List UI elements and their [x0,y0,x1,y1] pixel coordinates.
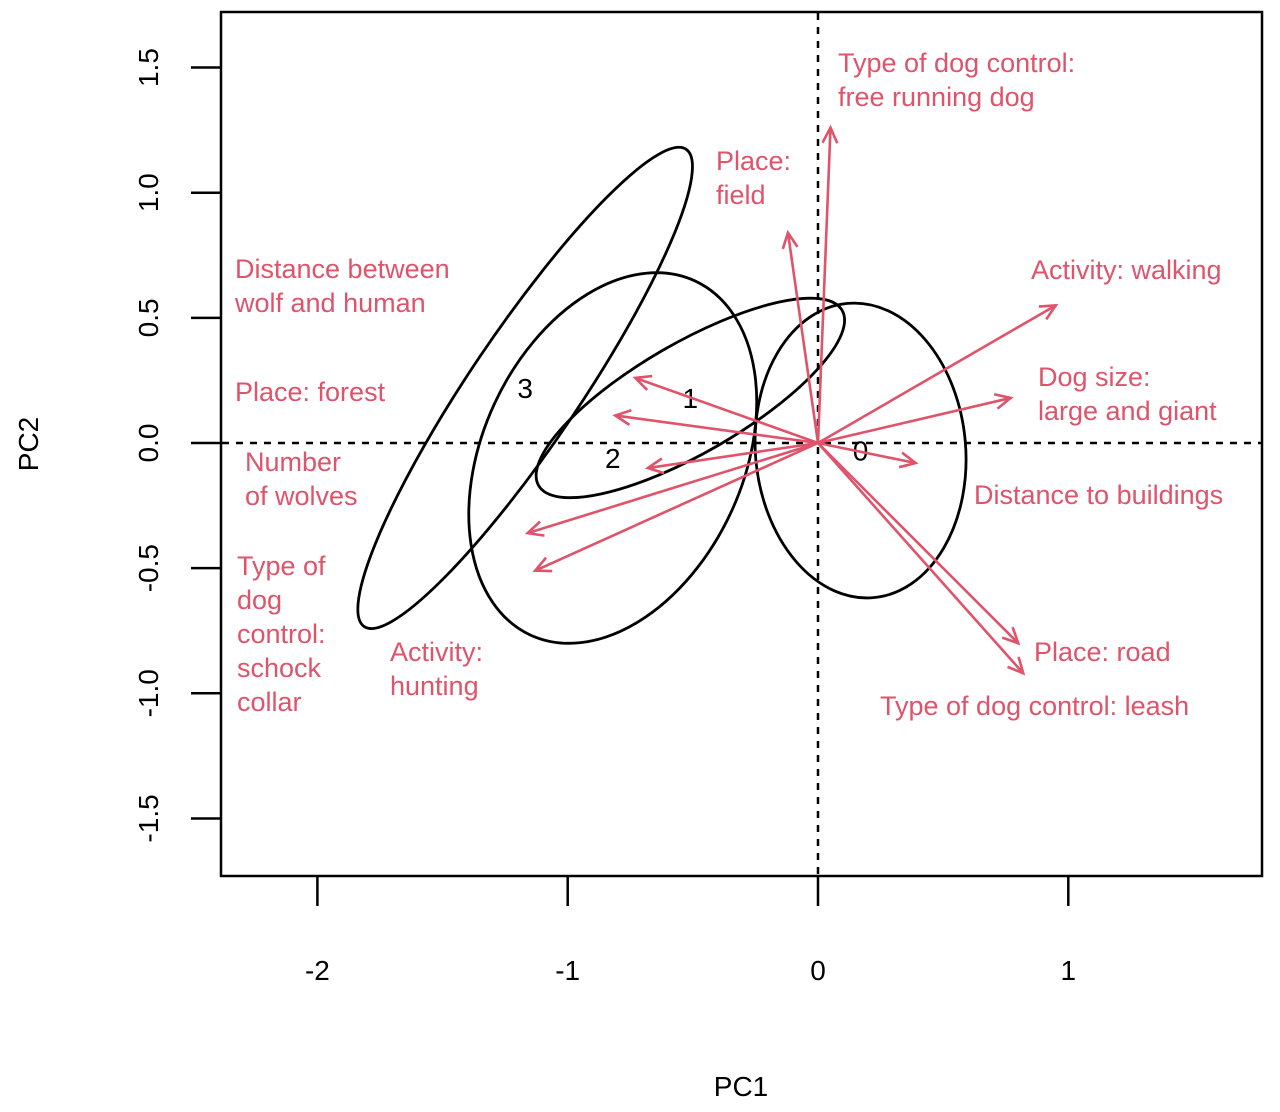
x-tick-label: -1 [555,955,580,986]
loading-label-line: Activity: walking [1031,255,1222,285]
loading-label-line: Distance between [235,254,450,284]
loading-label-line: collar [237,687,302,717]
x-axis-label: PC1 [714,1071,768,1102]
loading-label: Activity: walking [1031,255,1222,285]
y-tick-label: 0.0 [133,424,164,463]
loading-label: Place: field [716,146,791,210]
loading-label-line: Number [245,447,341,477]
group-label-2: 2 [605,443,621,474]
x-tick-label: 1 [1061,955,1077,986]
y-axis-label: PC2 [13,417,44,471]
y-tick-label: 0.5 [133,298,164,337]
loading-label-line: dog [237,585,282,615]
loading-label-line: wolf and human [234,288,426,318]
arrow-head [612,408,632,426]
loading-label-line: Activity: [390,637,483,667]
loading-label-line: large and giant [1038,396,1217,426]
loading-arrow [527,441,819,535]
loading-label: Distance to buildings [974,480,1223,510]
loading-arrow [817,442,1025,675]
loading-label: Type of dog control: leash [880,691,1189,721]
loading-label-line: Place: road [1034,637,1171,667]
group-ellipse-1 [534,296,846,500]
loading-label-line: hunting [390,671,479,701]
arrow-head [898,451,919,469]
y-tick-label: -1.0 [133,669,164,717]
loading-label-line: Dog size: [1038,362,1151,392]
loading-label-line: Distance to buildings [974,480,1223,510]
loading-label: Distance between wolf and human [234,254,450,318]
arrow-head [781,229,799,250]
loading-label-line: Type of dog control: leash [880,691,1189,721]
group-ellipse-3 [356,145,694,630]
arrow-head [1007,656,1026,676]
loading-label: Activity: hunting [390,637,483,701]
loading-arrow [817,441,916,465]
loading-label: Number of wolves [245,447,358,511]
arrow-head [1001,626,1021,646]
loading-label-line: field [716,180,766,210]
x-tick-label: 0 [810,955,826,986]
loading-arrow [647,441,819,470]
loading-arrow [817,304,1057,445]
loading-arrow [817,396,1012,445]
loading-arrow [634,376,819,445]
y-tick-label: 1.0 [133,173,164,212]
arrow-head [1038,303,1059,321]
arrow-head [993,392,1014,410]
loading-label: Type of dog control: free running dog [838,48,1075,112]
group-label-3: 3 [517,373,533,404]
loading-label-line: Type of [237,551,326,581]
arrow-head [644,457,665,475]
loading-label: Place: road [1034,637,1171,667]
loading-label-line: Place: [716,146,791,176]
loading-label-line: free running dog [838,82,1035,112]
loading-label: Dog size: large and giant [1038,362,1217,426]
loading-label-line: Type of dog control: [838,48,1075,78]
loading-label-line: control: [237,619,326,649]
x-tick-label: -2 [305,955,330,986]
arrow-head [632,374,653,391]
loading-arrow [615,414,819,445]
loading-label: Place: forest [235,377,386,407]
loading-arrow [786,232,820,444]
loading-label-line: Place: forest [235,377,386,407]
group-ellipse-2 [467,271,759,645]
loading-label: Type of dog control: schock collar [237,551,326,717]
arrow-head [524,520,545,537]
loading-label-line: of wolves [245,481,358,511]
loading-arrow [816,127,832,444]
loading-arrow [534,441,819,572]
arrow-head [821,124,839,144]
y-tick-label: -1.5 [133,794,164,842]
loading-label-line: schock [237,653,322,683]
group-ellipse-0 [753,301,968,600]
y-tick-label: 1.5 [133,48,164,87]
loading-arrow [817,442,1020,645]
arrow-head [532,556,553,573]
y-tick-label: -0.5 [133,544,164,592]
